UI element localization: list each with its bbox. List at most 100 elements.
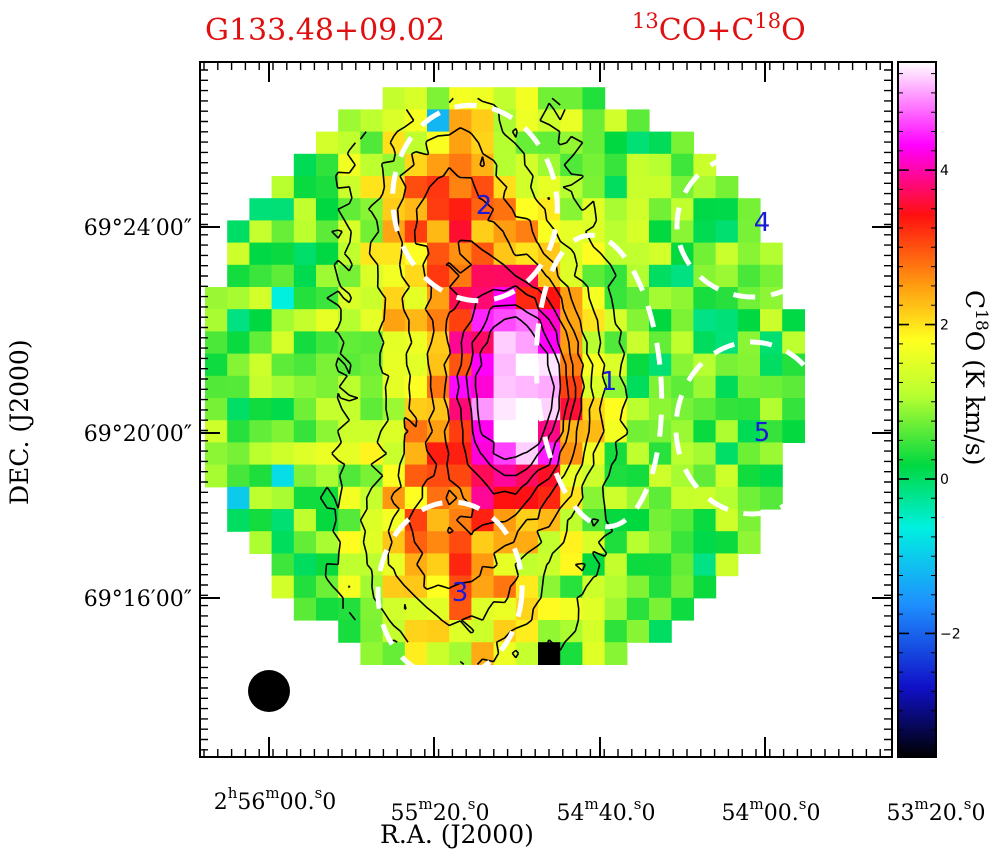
- map-pixel: [205, 331, 228, 355]
- map-pixel: [604, 309, 628, 332]
- map-pixel: [471, 198, 495, 221]
- map-pixel: [715, 220, 739, 244]
- map-pixel: [249, 353, 273, 377]
- regions: 1 2 3 4 5: [375, 102, 832, 681]
- map-pixel: [582, 198, 606, 221]
- map-pixel: [560, 198, 583, 221]
- map-pixel: [293, 242, 317, 266]
- contour-level: [407, 167, 586, 590]
- map-pixel: [427, 220, 450, 244]
- map-pixel: [604, 353, 628, 377]
- map-pixel: [293, 264, 317, 288]
- map-pixel: [582, 642, 606, 665]
- map-pixel: [671, 531, 694, 554]
- map-pixel: [582, 553, 606, 577]
- map-pixel: [338, 220, 361, 244]
- map-pixel: [626, 464, 650, 488]
- map-pixel: [604, 153, 628, 177]
- x-tick-label: 53m20.s0: [887, 795, 986, 826]
- map-pixel: [382, 575, 406, 599]
- map-pixel: [493, 87, 517, 110]
- map-pixel: [404, 398, 428, 421]
- title-right: 13CO+C18O: [632, 9, 806, 48]
- y-tick-label: 69°16′00″: [84, 587, 192, 612]
- map-pixel: [360, 464, 384, 488]
- map-pixel: [404, 87, 428, 110]
- map-pixel: [693, 176, 717, 199]
- map-pixel: [227, 287, 250, 310]
- map-pixel: [316, 486, 339, 510]
- map-pixel: [626, 575, 650, 599]
- map-pixel: [227, 309, 250, 332]
- map-pixel: [693, 353, 717, 377]
- map-pixel: [382, 420, 406, 443]
- map-pixel: [671, 353, 694, 377]
- map-pixel: [604, 420, 628, 443]
- map-pixel: [626, 442, 650, 466]
- map-pixel: [604, 242, 628, 266]
- title-right-o: O: [781, 13, 806, 48]
- map-pixel: [493, 597, 517, 621]
- map-pixel: [560, 375, 583, 399]
- map-pixel: [404, 309, 428, 332]
- y-ticks: 69°16′00″ 69°20′00″ 69°24′00″: [84, 216, 892, 612]
- map-pixel: [271, 264, 295, 288]
- map-pixel: [293, 531, 317, 554]
- map-pixel: [604, 109, 628, 133]
- map-pixel: [471, 331, 495, 355]
- map-pixel: [604, 620, 628, 643]
- map-pixel: [582, 464, 606, 488]
- map-pixel: [493, 375, 517, 399]
- map-pixel: [760, 353, 783, 377]
- colorbar-label-rest: O (K km/s): [960, 331, 989, 466]
- map-pixel: [338, 309, 361, 332]
- map-pixel: [493, 309, 517, 332]
- map-pixel: [649, 153, 672, 177]
- map-pixel: [649, 597, 672, 621]
- map-pixel: [715, 420, 739, 443]
- map-pixel: [404, 287, 428, 310]
- map-pixel: [449, 531, 472, 554]
- map-pixel: [493, 398, 517, 421]
- map-pixel: [404, 153, 428, 177]
- map-pixel: [316, 597, 339, 621]
- map-pixel: [649, 264, 672, 288]
- map-pixel: [582, 242, 606, 266]
- map-pixel: [515, 353, 539, 377]
- map-pixel: [538, 131, 561, 155]
- map-pixel: [293, 398, 317, 421]
- map-pixel: [404, 176, 428, 199]
- map-pixel: [515, 398, 539, 421]
- map-pixel: [205, 309, 228, 332]
- map-pixel: [227, 331, 250, 355]
- map-pixel: [404, 620, 428, 643]
- map-pixel: [493, 420, 517, 443]
- map-pixel: [538, 531, 561, 554]
- map-pixel: [760, 486, 783, 510]
- map-pixel: [293, 442, 317, 466]
- map-pixel: [293, 353, 317, 377]
- map-pixel: [604, 398, 628, 421]
- map-pixel: [382, 331, 406, 355]
- map-pixel: [293, 198, 317, 221]
- map-pixel: [715, 553, 739, 577]
- map-pixel: [604, 553, 628, 577]
- map-pixel: [715, 464, 739, 488]
- map-pixel: [427, 553, 450, 577]
- map-pixel: [538, 353, 561, 377]
- map-pixel: [427, 420, 450, 443]
- map-pixel: [338, 553, 361, 577]
- map-pixel: [404, 553, 428, 577]
- map-pixel: [360, 620, 384, 643]
- map-pixel: [582, 575, 606, 599]
- map-pixel: [693, 420, 717, 443]
- map-pixel: [227, 375, 250, 399]
- map-pixel: [227, 420, 250, 443]
- map-pixel: [626, 509, 650, 532]
- map-pixel: [271, 242, 295, 266]
- map-pixel: [560, 642, 583, 665]
- map-pixel: [338, 242, 361, 266]
- map-pixel: [626, 597, 650, 621]
- map-pixel: [693, 464, 717, 488]
- map-pixel: [737, 353, 761, 377]
